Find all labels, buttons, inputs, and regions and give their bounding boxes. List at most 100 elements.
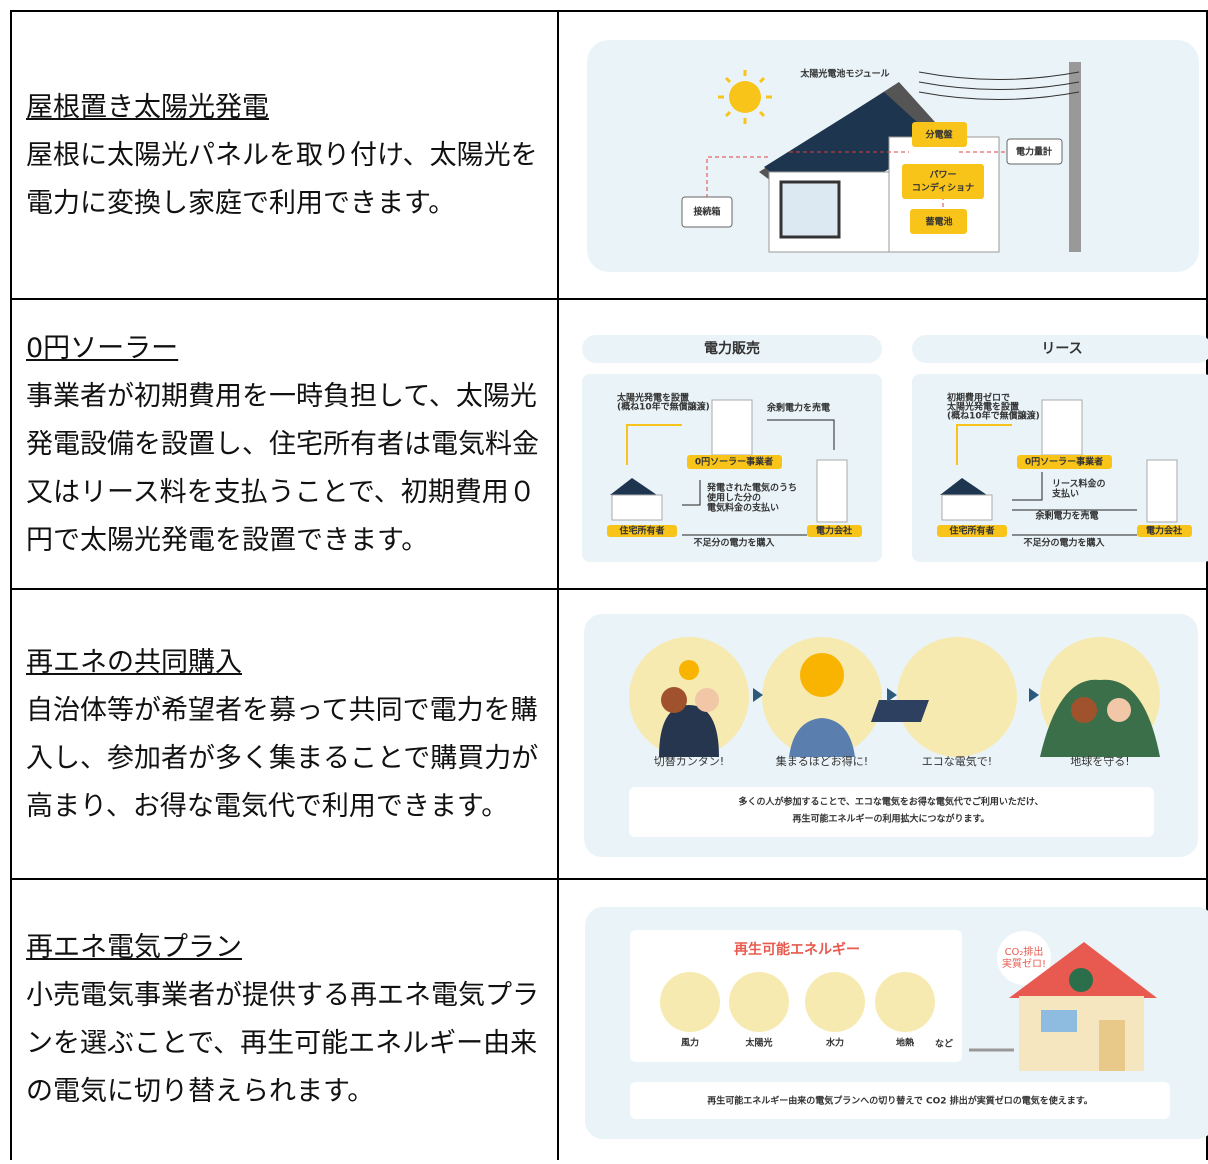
icon — [660, 972, 720, 1032]
label: 接続箱 — [693, 206, 720, 218]
shape — [779, 180, 841, 239]
cell-content: 0円ソーラー事業者が初期費用を一時負担して、太陽光発電設備を設置し、住宅所有者は… — [12, 325, 558, 565]
label: 電力会社 — [1146, 525, 1182, 537]
shape — [695, 688, 719, 712]
shape — [1069, 968, 1093, 992]
cell: 再エネの共同購入 自治体等が希望者を募って共同で電力を購入し、参加者が多く集まるこ… — [10, 588, 558, 879]
shape — [912, 122, 967, 147]
shape — [1040, 679, 1160, 757]
label: 地熱 — [896, 1037, 914, 1049]
shape — [1099, 1020, 1125, 1071]
label: 初期費用ゼロで — [946, 392, 1010, 404]
label: 電気料金の支払い — [707, 502, 779, 514]
shape — [661, 687, 687, 713]
label: 支払い — [1051, 488, 1079, 500]
label: 水力 — [825, 1037, 844, 1049]
arrow — [767, 419, 835, 450]
shape — [753, 688, 1039, 702]
shape — [630, 1082, 1170, 1119]
shape — [910, 209, 967, 234]
arrow — [1012, 472, 1043, 501]
label: 電力量計 — [1016, 146, 1052, 158]
shape — [679, 660, 699, 680]
shape — [753, 688, 763, 702]
tag — [1017, 455, 1112, 469]
building — [1041, 399, 1083, 456]
label: など — [935, 1038, 953, 1050]
building — [711, 399, 753, 456]
illustration: 太陽光電池モジュール 分電盤 電力量計 パワー コンディショナ 接続箱 蓄電池 — [587, 40, 1199, 272]
pill — [582, 335, 882, 363]
shape — [724, 110, 732, 118]
shape — [629, 637, 749, 757]
shape — [718, 70, 772, 124]
shape — [758, 76, 766, 84]
arrow — [682, 480, 701, 506]
shape — [1029, 688, 1039, 702]
shape — [800, 653, 844, 697]
row-text: 小売電気事業者が提供する再エネ電気プランを選ぶことで、再生可能エネルギー由来の電… — [26, 980, 539, 1107]
label: エコな電気で! — [922, 754, 992, 768]
shape — [630, 930, 962, 1062]
label: パワー — [929, 169, 956, 181]
illustration: 再生可能エネルギー 風力 太陽光 水力 地熱 など CO₂排出 実質ゼロ! 再生可能エ… — [585, 907, 1208, 1139]
label: 住宅所有者 — [618, 525, 664, 537]
label: 切替カンタン! — [654, 754, 724, 768]
label: 太陽光 — [744, 1037, 772, 1049]
shape — [897, 637, 1017, 757]
label: 太陽光発電を設置 — [616, 392, 689, 404]
shape — [997, 931, 1051, 985]
building — [816, 459, 848, 523]
tag — [937, 525, 1007, 537]
cell-content: 再エネの共同購入 自治体等が希望者を募って共同で電力を購入し、参加者が多く集まるこ… — [12, 639, 558, 831]
label: 余剰電力を売電 — [1035, 510, 1098, 522]
roof — [610, 478, 657, 495]
cell: 屋根置き太陽光発電 屋根に太陽光パネルを取り付け、太陽光を電力に変換し家庭で利用で… — [10, 10, 558, 299]
row-title: 0円ソーラー — [26, 332, 179, 364]
row-title: 再エネの共同購入 — [26, 646, 242, 678]
arrow — [956, 424, 1012, 465]
tag — [807, 525, 862, 537]
cell-content: 再エネ電気プラン 小売電気事業者が提供する再エネ電気プランを選ぶことで、再生可能エ… — [12, 924, 558, 1116]
shape — [1071, 697, 1097, 723]
tag — [1137, 525, 1192, 537]
label: 蓄電池 — [925, 216, 952, 228]
label: 余剰電力を売電 — [767, 402, 830, 414]
building — [1146, 459, 1178, 523]
label: 使用した分の — [706, 492, 761, 504]
label: CO₂排出 — [1005, 945, 1044, 958]
label: 不足分の電力を購入 — [1023, 537, 1105, 549]
label: 太陽光電池モジュール — [799, 68, 889, 80]
cell: 太陽光電池モジュール 分電盤 電力量計 パワー コンディショナ 接続箱 蓄電池 — [557, 10, 1208, 299]
cell-content: 屋根置き太陽光発電 屋根に太陽光パネルを取り付け、太陽光を電力に変換し家庭で利用で… — [12, 84, 558, 228]
icon — [729, 972, 789, 1032]
row-text: 屋根に太陽光パネルを取り付け、太陽光を電力に変換し家庭で利用できます。 — [26, 139, 538, 219]
caption: 多くの人が参加することで、エコな電気をお得な電気代でご利用いただけ、 — [739, 796, 1044, 808]
house — [611, 494, 663, 521]
shape — [1006, 138, 1063, 165]
arrow — [626, 424, 682, 465]
shape — [918, 71, 1080, 100]
cell: 0円ソーラー事業者が初期費用を一時負担して、太陽光発電設備を設置し、住宅所有者は… — [10, 298, 558, 589]
icon — [875, 972, 935, 1032]
label: 地球を守る! — [1070, 755, 1129, 768]
row-text: 事業者が初期費用を一時負担して、太陽光発電設備を設置し、住宅所有者は電気料金又は… — [26, 380, 539, 556]
pill — [912, 335, 1208, 363]
shape — [706, 151, 1005, 212]
shape — [758, 110, 766, 118]
heading: 再生可能エネルギー — [734, 941, 860, 958]
roof — [940, 478, 987, 495]
shape — [629, 787, 1154, 837]
cell: 切替カンタン! 集まるほどお得に! エコな電気で! 地球を守る! 多くの人が参加するこ… — [557, 588, 1208, 879]
caption: 再生可能エネルギーの利用拡大につながります。 — [792, 813, 989, 825]
shape — [724, 76, 732, 84]
label: 風力 — [681, 1037, 699, 1049]
house — [941, 494, 993, 521]
label: 発電された電気のうち — [706, 482, 797, 494]
shape — [789, 718, 855, 757]
heading: 電力販売 — [704, 340, 760, 357]
shape — [902, 164, 984, 199]
cell: 電力販売 太陽光発電を設置 (概ね10年で無償譲渡) 0円ソーラー事業者 住宅所有者 電力… — [557, 298, 1208, 589]
